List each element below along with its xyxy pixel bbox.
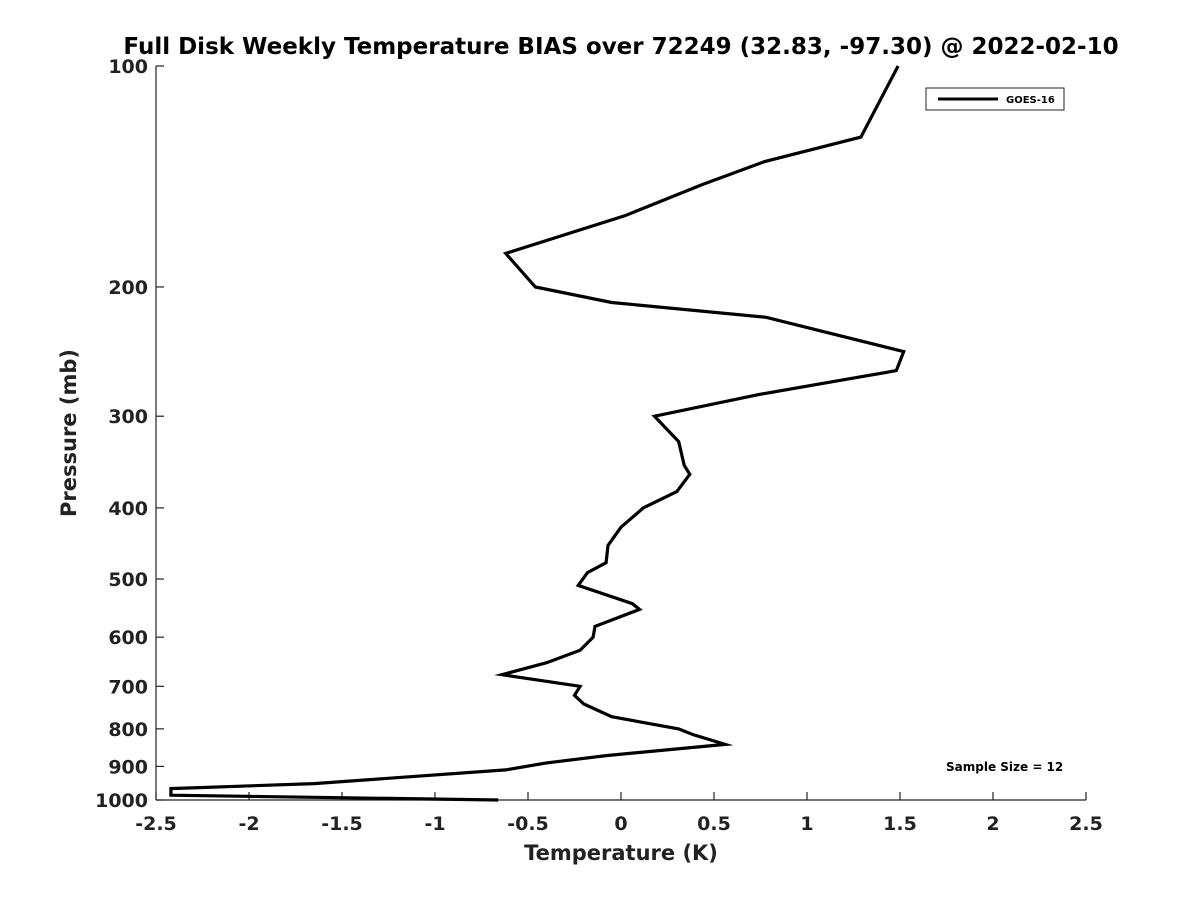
- x-tick-label: -2: [238, 813, 259, 835]
- legend-entry-goes-16: GOES-16: [1006, 95, 1055, 106]
- chart-title: Full Disk Weekly Temperature BIAS over 7…: [123, 34, 1118, 60]
- x-tick-label: 0.5: [697, 813, 731, 835]
- y-axis-label: Pressure (mb): [57, 349, 81, 517]
- y-ticks: 100 200 300 400 500 600 700 800 900 1000: [95, 56, 164, 812]
- x-tick-label: -2.5: [135, 813, 177, 835]
- x-tick-label: -0.5: [507, 813, 549, 835]
- y-tick-label: 1000: [95, 790, 148, 812]
- y-tick-label: 600: [108, 627, 148, 649]
- x-axis-label: Temperature (K): [524, 841, 718, 865]
- y-tick-label: 300: [108, 406, 148, 428]
- series-line-goes-16: [169, 65, 906, 802]
- x-tick-label: 1.5: [883, 813, 917, 835]
- legend: GOES-16: [925, 87, 1065, 111]
- y-tick-label: 100: [108, 56, 148, 78]
- x-tick-label: 2.5: [1069, 813, 1103, 835]
- y-tick-label: 900: [108, 756, 148, 778]
- series-layer: [169, 65, 906, 802]
- y-tick-label: 200: [108, 277, 148, 299]
- y-tick-label: 800: [108, 719, 148, 741]
- x-tick-label: -1: [424, 813, 445, 835]
- x-ticks: -2.5 -2 -1.5 -1 -0.5 0 0.5 1 1.5 2 2.5: [135, 792, 1103, 835]
- x-tick-label: 1: [800, 813, 813, 835]
- plot-axes: [155, 66, 1086, 801]
- sample-size-annotation: Sample Size = 12: [946, 760, 1063, 774]
- x-tick-label: -1.5: [321, 813, 363, 835]
- x-tick-label: 0: [614, 813, 627, 835]
- y-tick-label: 400: [108, 498, 148, 520]
- y-tick-label: 500: [108, 569, 148, 591]
- y-tick-label: 700: [108, 676, 148, 698]
- x-tick-label: 2: [986, 813, 999, 835]
